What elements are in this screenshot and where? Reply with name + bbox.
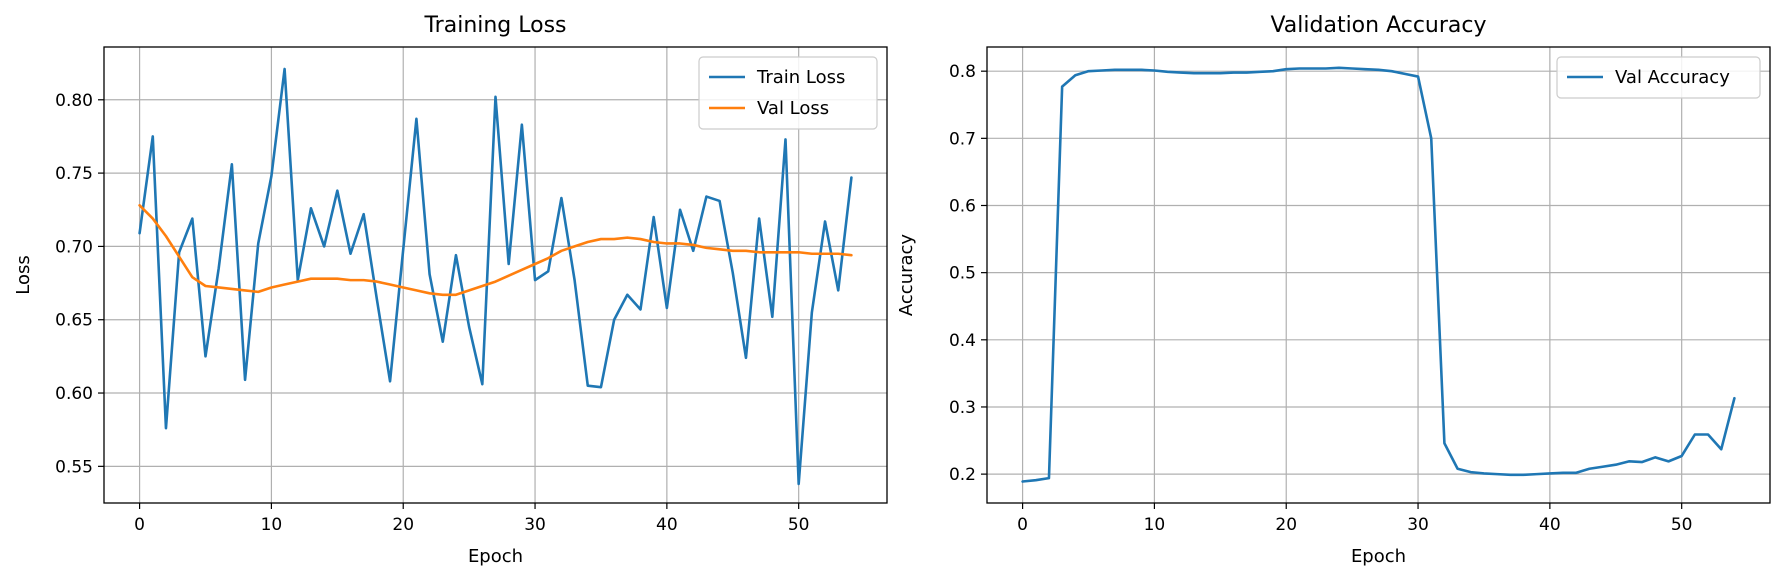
y-tick-label: 0.8 xyxy=(949,62,976,82)
x-tick-label: 0 xyxy=(134,515,145,535)
y-tick-label: 0.65 xyxy=(55,311,93,331)
x-tick-label: 50 xyxy=(1671,515,1693,535)
x-tick-label: 40 xyxy=(1539,515,1561,535)
y-tick-label: 0.3 xyxy=(949,398,976,418)
series-line-train-loss xyxy=(138,67,853,486)
y-tick-label: 0.6 xyxy=(949,196,976,216)
y-tick-label: 0.4 xyxy=(949,331,976,351)
legend-label: Train Loss xyxy=(756,67,845,88)
legend-label: Val Accuracy xyxy=(1615,67,1730,88)
legend-box xyxy=(698,56,878,130)
legend-box xyxy=(1556,56,1761,99)
plot-frame xyxy=(103,46,888,504)
chart-0: 0 10 20 30 40 50 0.55 0.60 0.65 0.70 0.75 0.80 Train… xyxy=(13,13,888,567)
plot-frame xyxy=(986,46,1771,504)
legend: Train Loss Val Loss xyxy=(698,56,878,130)
y-tick-label: 0.60 xyxy=(55,384,93,404)
x-tick-label: 20 xyxy=(1275,515,1297,535)
x-axis-label: Epoch xyxy=(1351,546,1406,567)
legend-label: Val Loss xyxy=(757,98,829,119)
x-tick-label: 0 xyxy=(1017,515,1028,535)
y-axis-label: Loss xyxy=(13,255,34,294)
chart-title: Validation Accuracy xyxy=(1270,13,1486,38)
y-tick-label: 0.7 xyxy=(949,129,976,149)
y-tick-label: 0.80 xyxy=(55,91,93,111)
x-tick-label: 30 xyxy=(1407,515,1429,535)
series-line-val-accuracy xyxy=(1021,66,1736,483)
chart-title: Training Loss xyxy=(423,13,566,38)
x-tick-label: 10 xyxy=(261,515,283,535)
x-tick-label: 40 xyxy=(656,515,678,535)
x-tick-label: 50 xyxy=(788,515,810,535)
x-tick-label: 20 xyxy=(392,515,414,535)
x-tick-label: 10 xyxy=(1144,515,1166,535)
x-axis-label: Epoch xyxy=(468,546,523,567)
x-tick-label: 30 xyxy=(524,515,546,535)
y-tick-label: 0.55 xyxy=(55,457,93,477)
y-axis-label: Accuracy xyxy=(896,234,917,317)
series-line-val-loss xyxy=(138,204,853,297)
chart-1: 0 10 20 30 40 50 0.2 0.3 0.4 0.5 0.6 0.7 0.8 Validati… xyxy=(896,13,1771,567)
y-tick-label: 0.70 xyxy=(55,237,93,257)
legend: Val Accuracy xyxy=(1556,56,1761,99)
y-tick-label: 0.2 xyxy=(949,465,976,485)
y-tick-label: 0.5 xyxy=(949,264,976,284)
y-tick-label: 0.75 xyxy=(55,164,93,184)
